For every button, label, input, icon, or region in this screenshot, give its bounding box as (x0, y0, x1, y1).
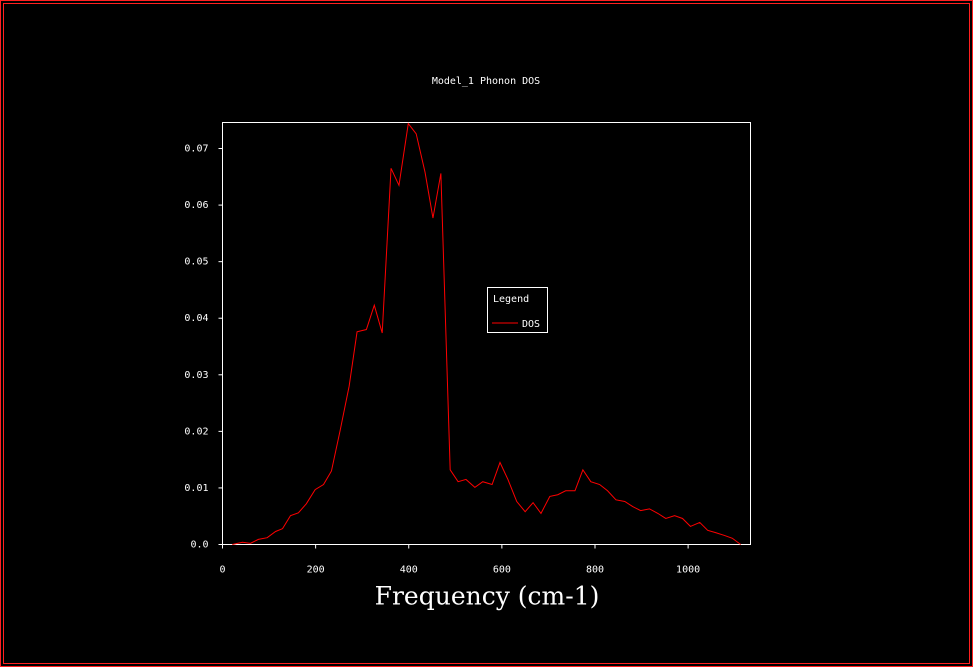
y-tick-label: 0.0 (190, 540, 208, 551)
y-tick-label: 0.06 (184, 200, 208, 211)
data-line (232, 122, 742, 545)
x-tick-label: 1000 (676, 565, 700, 576)
plot-frame (222, 122, 751, 545)
chart-title: Model_1 Phonon DOS (432, 76, 540, 87)
y-tick-label: 0.04 (184, 313, 208, 324)
y-tick-label: 0.05 (184, 257, 208, 268)
y-tick-label: 0.02 (184, 426, 208, 437)
legend-box (487, 287, 548, 333)
legend-label: DOS (522, 319, 540, 330)
window-inner-border (3, 3, 970, 664)
x-tick-label: 200 (307, 565, 325, 576)
y-tick-label: 0.01 (184, 483, 208, 494)
y-tick-label: 0.03 (184, 370, 208, 381)
x-tick-label: 0 (219, 565, 225, 576)
x-tick-label: 800 (586, 565, 604, 576)
x-tick-label: 400 (400, 565, 418, 576)
x-axis-label: Frequency (cm-1) (375, 582, 600, 611)
x-tick-label: 600 (493, 565, 511, 576)
y-tick-label: 0.07 (184, 144, 208, 155)
legend-title: Legend (493, 294, 529, 305)
